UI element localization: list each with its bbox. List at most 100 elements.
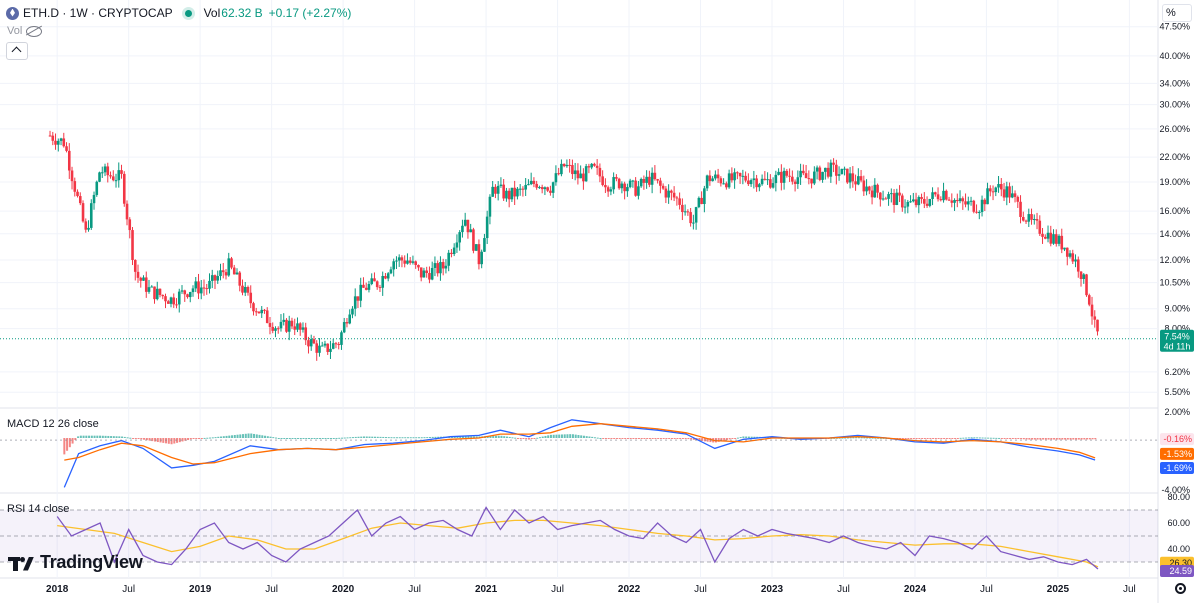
macd-histogram-bar <box>973 437 976 439</box>
macd-histogram-bar <box>522 438 525 439</box>
candle-body <box>576 170 580 179</box>
macd-histogram-bar <box>508 436 511 438</box>
macd-histogram-bar <box>681 438 684 439</box>
candle-body <box>153 286 156 300</box>
macd-legend[interactable]: MACD 12 26 close <box>7 418 99 430</box>
candle-body <box>131 230 134 260</box>
candle-body <box>384 275 387 279</box>
macd-histogram-bar <box>1036 438 1039 440</box>
candle-body <box>232 267 236 275</box>
candle-body <box>604 185 607 188</box>
macd-histogram-bar <box>104 435 107 438</box>
macd-histogram-bar <box>657 438 660 439</box>
candle-body <box>436 263 439 274</box>
macd-histogram-bar <box>222 436 225 438</box>
candle-body <box>164 296 167 302</box>
candle-body <box>345 322 349 324</box>
candle-body <box>804 173 808 179</box>
macd-histogram-bar <box>376 436 379 438</box>
macd-histogram-bar <box>319 438 322 439</box>
macd-histogram-bar <box>563 434 566 438</box>
gear-icon[interactable] <box>1175 583 1186 594</box>
live-dot-icon <box>184 9 192 17</box>
macd-histogram-bar <box>910 438 913 439</box>
candle-body <box>799 170 802 178</box>
price-tick-label: 47.50% <box>1159 22 1190 32</box>
candle-body <box>862 180 866 192</box>
candle-body <box>727 173 731 188</box>
macd-histogram-bar <box>874 437 877 439</box>
candle-body <box>103 166 107 173</box>
candle-body <box>348 314 352 324</box>
macd-histogram-bar <box>838 437 841 439</box>
candle-body <box>518 188 522 190</box>
tradingview-logo[interactable]: TradingView <box>8 552 143 573</box>
candle-body <box>606 187 610 192</box>
macd-histogram-bar <box>1066 438 1069 440</box>
macd-histogram-bar <box>341 437 344 439</box>
candle-body <box>565 164 569 167</box>
macd-histogram-bar <box>912 438 915 439</box>
candle-body <box>1071 253 1075 262</box>
candle-body <box>1032 219 1036 221</box>
candle-body <box>969 200 973 202</box>
macd-histogram-bar <box>77 436 80 438</box>
macd-histogram-bar <box>624 438 627 439</box>
macd-pane[interactable] <box>0 419 1158 488</box>
candle-body <box>851 173 855 182</box>
symbol-title[interactable]: ETH.D · 1W · CRYPTOCAP <box>23 6 173 20</box>
candle-body <box>1093 316 1097 320</box>
macd-histogram-bar <box>643 438 646 439</box>
macd-histogram-bar <box>706 438 709 442</box>
candle-body <box>543 187 547 190</box>
candle-body <box>208 280 211 289</box>
candle-body <box>342 322 346 333</box>
macd-histogram-bar <box>434 436 437 438</box>
candle-body <box>450 252 453 255</box>
x-tick-label: 2019 <box>189 584 212 595</box>
candle-body <box>562 163 566 167</box>
candle-body <box>224 272 228 276</box>
macd-histogram-bar <box>349 437 352 439</box>
countdown-label: 4d 11h <box>1164 342 1191 352</box>
x-tick-label: Jul <box>265 584 278 595</box>
candle-body <box>631 180 635 182</box>
candle-body <box>1057 235 1061 244</box>
macd-histogram-bar <box>844 437 847 439</box>
x-tick-label: Jul <box>1123 584 1136 595</box>
candle-body <box>714 174 717 179</box>
candle-body <box>304 327 308 341</box>
candle-body <box>386 273 390 279</box>
candle-body <box>397 257 401 261</box>
candle-body <box>477 244 481 265</box>
macd-histogram-bar <box>170 438 173 445</box>
collapse-legend-button[interactable] <box>6 42 28 60</box>
macd-histogram-bar <box>489 436 492 438</box>
candle-body <box>276 328 280 330</box>
candle-body <box>535 183 538 188</box>
candle-body <box>945 190 948 200</box>
rsi-pane[interactable] <box>0 506 1158 570</box>
eye-hidden-icon[interactable] <box>26 25 43 37</box>
macd-histogram-bar <box>1050 438 1053 440</box>
candle-body <box>538 187 541 189</box>
macd-histogram-bar <box>668 438 671 439</box>
candle-body <box>994 187 998 193</box>
rsi-legend[interactable]: RSI 14 close <box>7 503 70 515</box>
vol-indicator-label: Vol <box>7 25 23 37</box>
candle-body <box>824 167 827 172</box>
macd-histogram-bar <box>255 434 258 438</box>
macd-histogram-bar <box>1028 438 1031 440</box>
macd-histogram-bar <box>395 437 398 439</box>
macd-histogram-bar <box>1080 438 1083 440</box>
candle-body <box>873 184 877 198</box>
percent-scale-button[interactable]: % <box>1162 4 1192 22</box>
candle-body <box>309 339 313 347</box>
macd-tick-label: 2.00% <box>1164 407 1190 417</box>
candle-body <box>95 181 99 195</box>
price-pane[interactable] <box>0 130 1158 361</box>
candle-body <box>854 181 857 185</box>
macd-histogram-bar <box>332 438 335 439</box>
vol-indicator-legend[interactable]: Vol <box>7 25 43 37</box>
